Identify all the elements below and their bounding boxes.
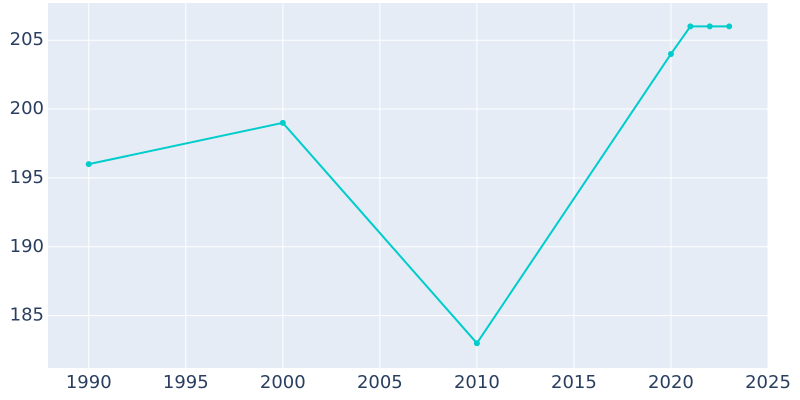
x-tick-label: 1990 [66, 372, 112, 393]
point [706, 23, 713, 30]
y-tick-label: 185 [10, 305, 44, 326]
point [667, 50, 674, 57]
x-tick-label: 2020 [648, 372, 694, 393]
x-tick-label: 2005 [357, 372, 403, 393]
point [279, 119, 286, 126]
point [726, 23, 733, 30]
point [687, 23, 694, 30]
x-tick-label: 2000 [260, 372, 306, 393]
y-tick-label: 195 [10, 167, 44, 188]
x-tick-label: 2010 [454, 372, 500, 393]
y-tick-label: 200 [10, 98, 44, 119]
y-tick-label: 205 [10, 29, 44, 50]
x-tick-label: 2025 [745, 372, 791, 393]
point [473, 340, 480, 347]
y-tick-label: 190 [10, 236, 44, 257]
point [85, 161, 92, 168]
plot-area [48, 3, 768, 368]
x-tick-label: 2015 [551, 372, 597, 393]
x-tick-label: 1995 [163, 372, 209, 393]
